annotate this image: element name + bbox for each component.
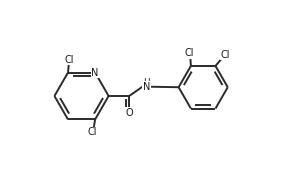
Text: O: O <box>125 108 133 118</box>
Text: N: N <box>91 68 99 78</box>
Text: Cl: Cl <box>185 48 194 58</box>
Text: Cl: Cl <box>221 50 230 60</box>
Text: N: N <box>143 82 150 92</box>
Text: Cl: Cl <box>65 55 74 65</box>
Text: H: H <box>143 79 150 87</box>
Text: Cl: Cl <box>87 127 97 137</box>
